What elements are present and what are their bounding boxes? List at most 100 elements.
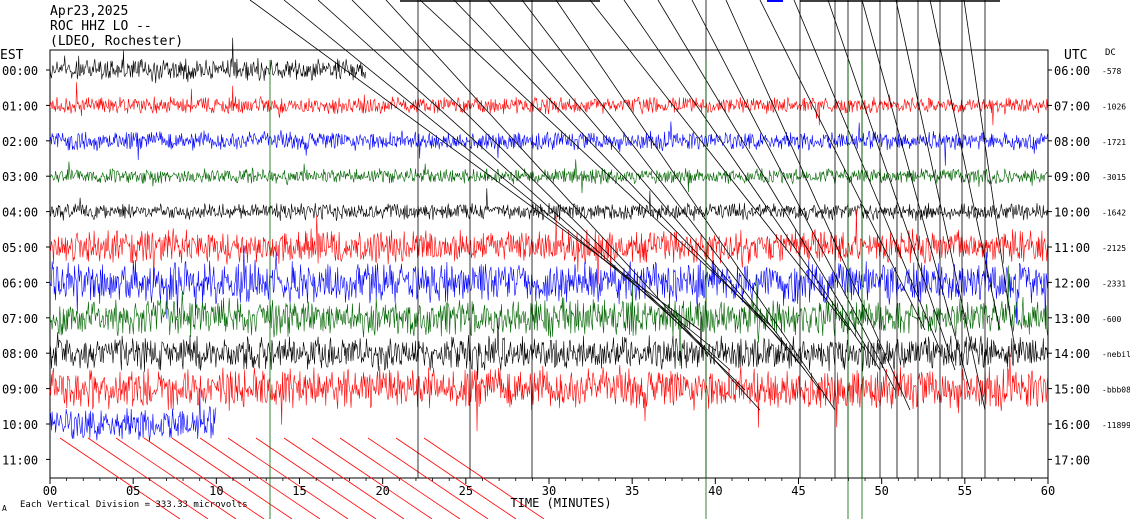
event-slant-line (691, 0, 896, 391)
dc-offset-label: -578 (1102, 67, 1121, 76)
right-axis-label: UTC (1064, 48, 1088, 63)
trace-row-0500 (49, 209, 1048, 288)
dc-offset-label: -2125 (1102, 244, 1126, 253)
est-time-label: 07:00 (2, 312, 38, 326)
event-slant-line (827, 0, 956, 371)
utc-time-label: 16:00 (1054, 418, 1090, 432)
est-time-label: 02:00 (2, 135, 38, 149)
plot-frame (49, 49, 1049, 479)
dc-header: DC (1105, 48, 1116, 58)
est-time-label: 05:00 (2, 241, 38, 255)
trace-row-0000 (49, 37, 366, 84)
utc-time-label: 15:00 (1054, 383, 1090, 397)
trace-row-0600 (49, 245, 1048, 326)
event-slant-line (793, 0, 941, 351)
x-tick-label: 20 (375, 484, 389, 498)
dc-offset-label: -600 (1102, 315, 1121, 324)
trace-row-0300 (49, 159, 1048, 194)
event-slant-line (487, 0, 806, 371)
utc-time-label: 11:00 (1054, 241, 1090, 255)
x-axis-label: TIME (MINUTES) (510, 496, 611, 510)
event-slant-line (317, 0, 731, 371)
event-slant-line-red (143, 437, 265, 519)
est-time-label: 08:00 (2, 347, 38, 361)
x-tick-label: 35 (625, 484, 639, 498)
dc-offset-label: -bbb0888 (1102, 386, 1130, 395)
est-time-label: 04:00 (2, 206, 38, 220)
header-date: Apr23,2025 (50, 4, 129, 19)
x-tick-label: 60 (1041, 484, 1055, 498)
trace-row-0700 (49, 265, 1048, 366)
event-slant-line-red (395, 437, 517, 519)
x-tick-label: 25 (459, 484, 473, 498)
event-slant-line (623, 0, 866, 351)
event-slant-line (589, 0, 851, 331)
dc-offset-label: -1642 (1102, 209, 1126, 218)
event-slant-line (759, 0, 926, 331)
dc-offset-label: -1721 (1102, 138, 1126, 147)
event-slant-line-red (339, 437, 461, 519)
event-slant-line (521, 0, 821, 391)
x-tick-label: 55 (958, 484, 972, 498)
event-slant-line (963, 0, 1016, 351)
x-tick-label: 15 (292, 484, 306, 498)
dc-offset-label: -3015 (1102, 173, 1126, 182)
event-slant-line (385, 0, 761, 411)
event-slant-line-red (115, 437, 237, 519)
trace-row-1000 (49, 390, 217, 442)
trace-row-0100 (49, 82, 1048, 126)
event-slant-line (555, 0, 836, 411)
event-slant-line (249, 0, 701, 331)
x-tick-label: 50 (874, 484, 888, 498)
footer-mark: A (2, 504, 7, 513)
event-slant-line-red (87, 437, 209, 519)
event-slant-line (657, 0, 881, 371)
scale-note: Each Vertical Division = 333.33 microvol… (20, 500, 248, 510)
utc-time-label: 10:00 (1054, 206, 1090, 220)
event-slant-line-red (311, 437, 433, 519)
event-slant-line-red (367, 437, 489, 519)
event-slant-line (895, 0, 986, 411)
x-tick-label: 00 (43, 484, 57, 498)
x-tick-label: 30 (542, 484, 556, 498)
x-tick-label: 10 (209, 484, 223, 498)
trace-row-0900 (49, 345, 1048, 432)
utc-time-label: 14:00 (1054, 347, 1090, 361)
trace-row-0800 (49, 311, 1048, 380)
event-slant-line-red (227, 437, 349, 519)
event-slant-line (419, 0, 776, 331)
est-time-label: 11:00 (2, 453, 38, 467)
utc-time-label: 12:00 (1054, 276, 1090, 290)
est-time-label: 00:00 (2, 64, 38, 78)
dc-offset-label: -1026 (1102, 102, 1126, 111)
dc-offset-label: -1189978 (1102, 421, 1130, 430)
utc-time-label: 17:00 (1054, 453, 1090, 467)
est-time-label: 10:00 (2, 418, 38, 432)
est-time-label: 06:00 (2, 276, 38, 290)
event-slant-line (725, 0, 911, 411)
event-slant-line-red (283, 437, 405, 519)
header-network: (LDEO, Rochester) (50, 34, 184, 49)
event-slant-line (453, 0, 791, 351)
utc-time-label: 06:00 (1054, 64, 1090, 78)
utc-time-label: 07:00 (1054, 99, 1090, 113)
utc-time-label: 08:00 (1054, 135, 1090, 149)
event-slant-line-red (171, 437, 293, 519)
trace-row-0200 (49, 121, 1048, 166)
est-time-label: 09:00 (2, 383, 38, 397)
dc-offset-label: -2331 (1102, 279, 1126, 288)
event-slant-line-red (59, 437, 181, 519)
left-axis-label: EST (0, 48, 24, 63)
x-tick-label: 05 (126, 484, 140, 498)
dc-offset-label: -nebilbd (1102, 350, 1130, 359)
event-slant-line (861, 0, 971, 391)
x-tick-label: 40 (708, 484, 722, 498)
x-tick-label: 45 (791, 484, 805, 498)
event-slant-line-red (199, 437, 321, 519)
utc-time-label: 13:00 (1054, 312, 1090, 326)
event-slant-line (351, 0, 746, 391)
event-slant-line-red (423, 437, 545, 519)
utc-time-label: 09:00 (1054, 170, 1090, 184)
